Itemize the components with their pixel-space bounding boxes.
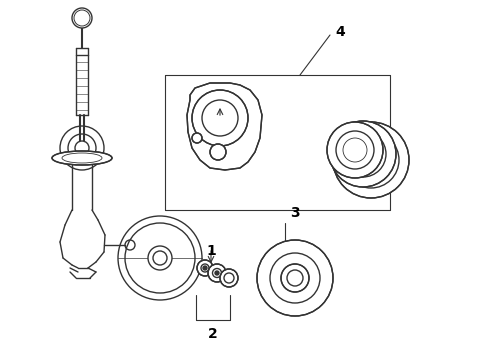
Circle shape <box>72 8 92 28</box>
Circle shape <box>333 122 409 198</box>
Text: 3: 3 <box>290 206 299 220</box>
Circle shape <box>148 246 172 270</box>
Circle shape <box>192 90 248 146</box>
Circle shape <box>220 269 238 287</box>
Circle shape <box>75 141 89 155</box>
Ellipse shape <box>52 151 112 165</box>
Circle shape <box>257 240 333 316</box>
Circle shape <box>192 133 202 143</box>
Circle shape <box>327 122 383 178</box>
Circle shape <box>210 144 226 160</box>
Text: 2: 2 <box>208 327 218 341</box>
Circle shape <box>208 264 226 282</box>
Circle shape <box>281 264 309 292</box>
Circle shape <box>203 266 207 270</box>
Circle shape <box>197 260 213 276</box>
Circle shape <box>330 121 396 187</box>
Text: 4: 4 <box>335 25 345 39</box>
Polygon shape <box>187 83 262 170</box>
Circle shape <box>215 271 219 275</box>
Text: 1: 1 <box>206 244 216 258</box>
